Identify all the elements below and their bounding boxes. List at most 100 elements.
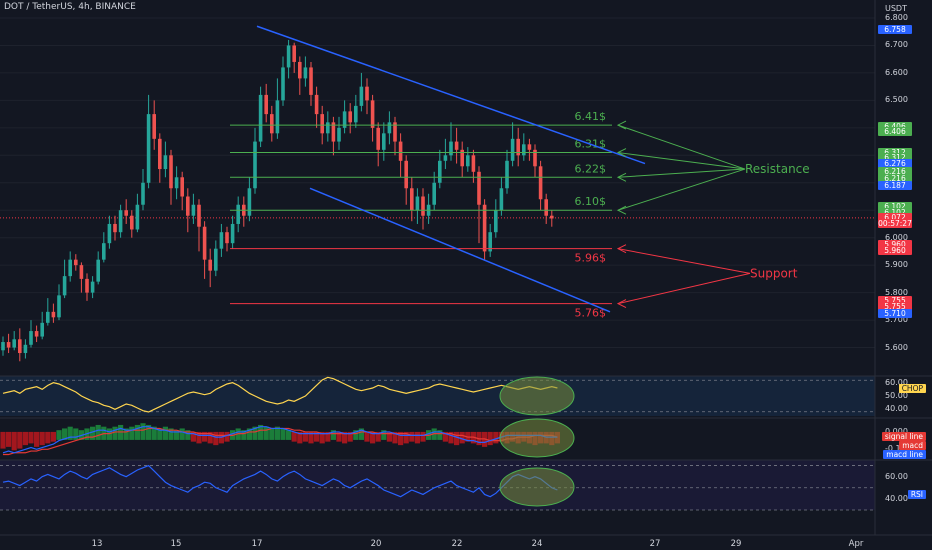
resistance-label: 6.41$ [575, 110, 607, 123]
macd-histogram-bar [11, 431, 17, 451]
x-tick-label: 15 [170, 539, 182, 549]
candle-body [102, 243, 106, 260]
price-tag: 6.276 [878, 159, 912, 169]
candle-body [158, 138, 162, 170]
candle-body [258, 94, 263, 142]
candle-body [471, 155, 476, 172]
price-tag: 5.960 [878, 245, 912, 255]
arrow-head [616, 205, 627, 215]
candle-body [230, 223, 235, 244]
price-tag: 6.406 [878, 127, 912, 137]
pane-background [0, 376, 875, 416]
macd-histogram-bar [62, 428, 68, 440]
x-tick-label: 13 [91, 539, 103, 549]
candle-body [438, 160, 442, 183]
horizontal-levels[interactable]: 6.41$6.31$6.22$6.10$5.96$5.76$ [230, 110, 612, 320]
price-tick-label: 5.800 [885, 287, 908, 297]
arrow-head [616, 299, 627, 309]
candle-body [320, 114, 324, 134]
macd-histogram-bar [146, 424, 152, 440]
chop-line [2, 376, 558, 413]
candle-body [107, 223, 112, 244]
macd-histogram-bar [95, 424, 101, 440]
candle-body [292, 45, 296, 62]
support-arrow [617, 272, 751, 305]
price-tag: 6.758 [878, 25, 912, 35]
macd-histogram-bar [157, 428, 163, 440]
macd-histogram-bar [297, 431, 303, 444]
highlight-ellipse [499, 376, 575, 416]
macd-histogram-bar [190, 431, 196, 442]
macd-histogram-bar [50, 431, 56, 442]
macd-histogram-bar [493, 431, 499, 444]
candle-body [359, 86, 364, 106]
candle-body [51, 311, 56, 318]
candle-body [197, 204, 201, 227]
macd-histogram-bar [45, 431, 51, 444]
channel-trendlines[interactable] [256, 25, 646, 313]
resistance-arrow [617, 124, 746, 170]
candle-body [494, 210, 498, 233]
support-label: 5.76$ [575, 307, 607, 320]
candle-body [57, 295, 61, 318]
lower-trendline[interactable] [309, 187, 611, 313]
arrow-head [616, 148, 627, 158]
macd-histogram-bar [213, 431, 219, 446]
candle-body [303, 67, 308, 79]
price-tick-label: 5.900 [885, 260, 908, 270]
candle-body [421, 196, 425, 216]
candle-body [79, 265, 84, 279]
candle-body [34, 331, 39, 337]
candle-body [354, 105, 358, 123]
candle-body [152, 114, 156, 139]
candle-body [74, 259, 78, 266]
macd-histogram-bar [123, 428, 129, 440]
macd-histogram-bar [319, 431, 325, 444]
macd-histogram-bar [6, 431, 12, 447]
macd-histogram-bar [258, 424, 264, 440]
macd-histogram-bar [302, 431, 308, 442]
candle-body [393, 122, 397, 142]
resistance-annotation: Resistance [745, 162, 810, 176]
support-arrow [617, 248, 751, 274]
candle-body [46, 311, 50, 323]
macd-tick-label: 0.000 [885, 427, 908, 436]
x-tick-label: 24 [531, 539, 543, 549]
candle-body [404, 160, 408, 189]
rsi-tick-label: 60.00 [885, 471, 908, 481]
price-tag: 5.710 [878, 308, 912, 318]
macd-histogram-bar [0, 431, 6, 449]
chart-title: DOT / TetherUS, 4h, BINANCE [4, 2, 136, 12]
macd-histogram-bar [437, 430, 443, 440]
candle-body [191, 204, 196, 216]
macd-histogram-bar [151, 426, 157, 440]
candle-body [219, 232, 224, 249]
candle-body [281, 67, 285, 101]
macd-histogram-bar [448, 431, 454, 444]
upper-trendline[interactable] [256, 25, 646, 165]
macd-histogram-bar [207, 431, 213, 444]
candle-body [23, 344, 28, 354]
candle-body [460, 149, 464, 167]
candle-body [286, 45, 291, 68]
macd-histogram-bar [39, 431, 45, 446]
candle-body [247, 188, 252, 216]
candle-body [466, 155, 470, 167]
candle-body [505, 160, 509, 189]
candle-body [314, 94, 319, 115]
indicator-panes [0, 375, 932, 511]
macd-histogram-bar [386, 431, 392, 442]
price-tag: 5.960 [878, 240, 912, 250]
macd-histogram-bar [112, 426, 118, 440]
candle-body [415, 196, 420, 211]
price-tick-label: 6.800 [885, 13, 908, 22]
candle-body [236, 204, 240, 224]
highlight-ellipse [499, 467, 575, 507]
price-tag: 6.102 [878, 201, 912, 211]
macd-histogram-bar [286, 430, 292, 440]
macd-histogram-bar [174, 430, 180, 440]
macd-signal-label: signal line [881, 432, 926, 441]
candle-body [270, 114, 274, 134]
candle-body [113, 223, 117, 233]
